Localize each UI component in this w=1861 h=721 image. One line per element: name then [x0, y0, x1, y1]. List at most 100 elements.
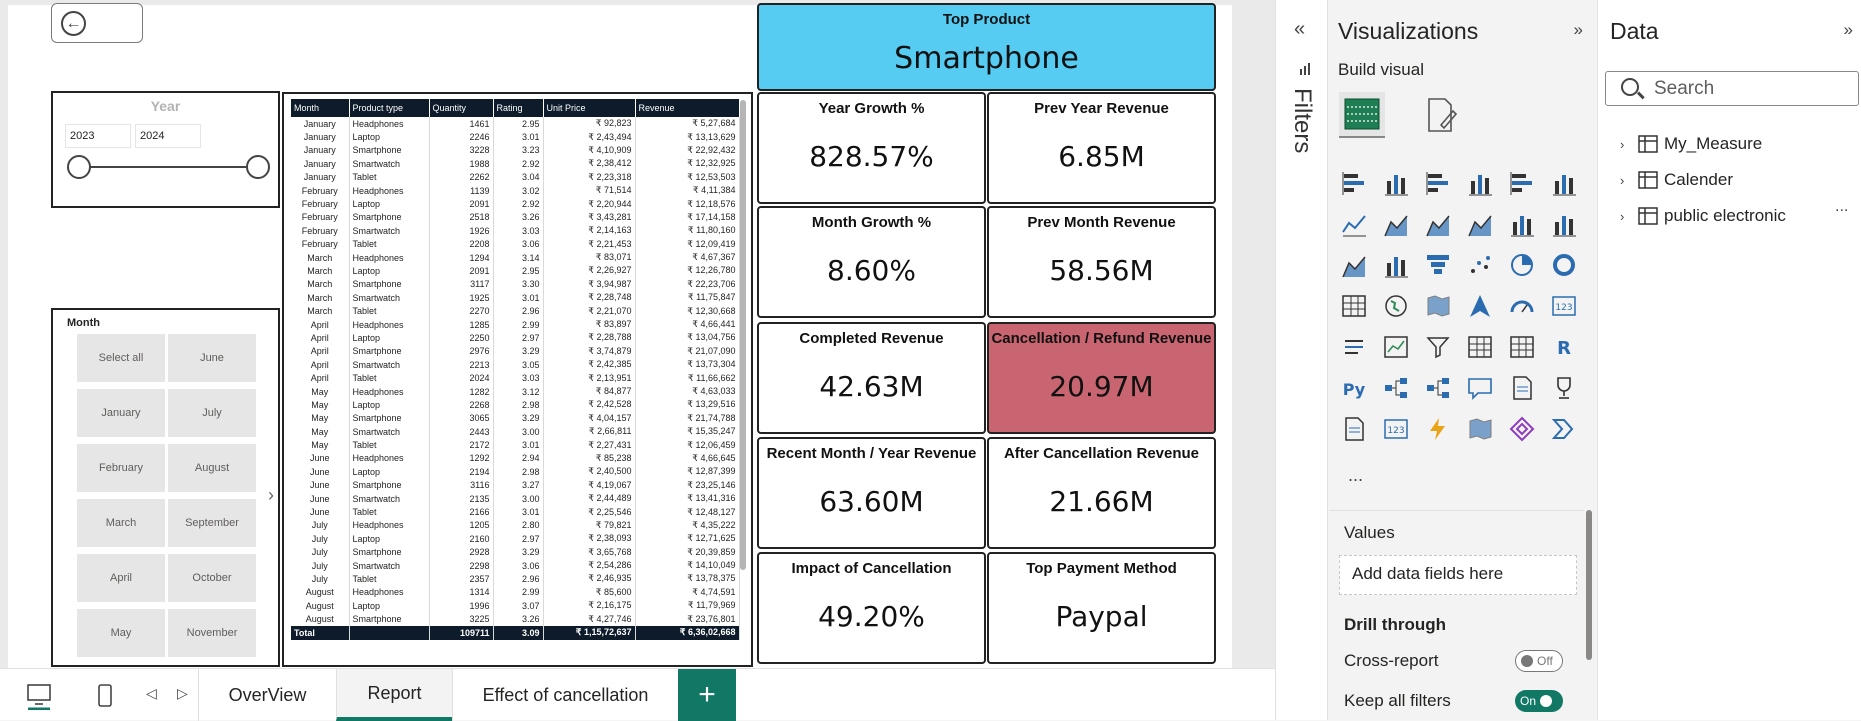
data-search-input[interactable]: Search — [1605, 71, 1859, 106]
table-row[interactable]: May Laptop 2268 2.98 ₹ 2,42,528 ₹ 13,29,516 — [291, 398, 740, 412]
visualizations-scrollbar[interactable] — [1586, 510, 1592, 660]
table-row[interactable]: January Laptop 2246 3.01 ₹ 2,43,494 ₹ 13,13,6… — [291, 130, 740, 144]
tree-item-my-measure[interactable]: › My_Measure — [1620, 126, 1786, 162]
prev-page-icon[interactable]: ◁ — [146, 685, 157, 701]
year-start-input[interactable]: 2023 — [65, 124, 131, 148]
month-option-august[interactable]: August — [168, 444, 256, 492]
metrics-icon[interactable] — [1549, 373, 1579, 403]
next-page-icon[interactable]: ▷ — [177, 685, 188, 701]
expand-data-icon[interactable]: » — [1843, 20, 1853, 39]
year-end-input[interactable]: 2024 — [135, 124, 201, 148]
mobile-layout-icon[interactable] — [96, 681, 114, 711]
table-row[interactable]: July Laptop 2160 2.97 ₹ 2,38,093 ₹ 12,71,625 — [291, 532, 740, 546]
table-row[interactable]: May Smartphone 3065 3.29 ₹ 4,04,157 ₹ 21,74,7… — [291, 411, 740, 425]
tree-item-calender[interactable]: › Calender — [1620, 162, 1786, 198]
100-stacked-bar-chart-icon[interactable] — [1507, 168, 1537, 198]
paginated-report-icon[interactable] — [1339, 414, 1369, 444]
table-row[interactable]: April Tablet 2024 3.03 ₹ 2,13,951 ₹ 11,66,662 — [291, 371, 740, 385]
month-option-november[interactable]: November — [168, 609, 256, 657]
python-visual-icon[interactable]: Py — [1339, 373, 1369, 403]
table-row[interactable]: February Smartphone 2518 3.26 ₹ 3,43,281 ₹ 17… — [291, 210, 740, 225]
table-row[interactable]: March Smartwatch 1925 3.01 ₹ 2,28,748 ₹ 11,75… — [291, 291, 740, 305]
table-row[interactable]: February Tablet 2208 3.06 ₹ 2,21,453 ₹ 12,09,… — [291, 237, 740, 251]
format-visual-tab[interactable] — [1418, 92, 1464, 138]
arcgis-map-icon[interactable] — [1465, 414, 1495, 444]
more-visuals-icon[interactable]: ... — [1348, 465, 1364, 485]
year-slider-end-handle[interactable] — [246, 155, 270, 179]
table-row[interactable]: May Smartwatch 2443 3.00 ₹ 2,66,811 ₹ 15,35,2… — [291, 424, 740, 439]
table-scrollbar[interactable] — [740, 100, 746, 570]
table-row[interactable]: August Smartphone 3225 3.26 ₹ 4,27,746 ₹ 23,7… — [291, 612, 740, 626]
table-row[interactable]: March Headphones 1294 3.14 ₹ 83,071 ₹ 4,67,36… — [291, 250, 740, 265]
kpi-icon[interactable] — [1381, 332, 1411, 362]
line-clustered-column-chart-icon[interactable] — [1549, 209, 1579, 239]
month-option-january[interactable]: January — [77, 389, 165, 437]
table-row[interactable]: January Smartwatch 1988 2.92 ₹ 2,38,412 ₹ 12,… — [291, 157, 740, 171]
table-row[interactable]: April Smartwatch 2213 3.05 ₹ 2,42,385 ₹ 13,73… — [291, 358, 740, 372]
stacked-area-chart-icon[interactable] — [1423, 209, 1453, 239]
slicer-icon[interactable] — [1423, 332, 1453, 362]
power-apps-icon[interactable]: 123 — [1381, 414, 1411, 444]
smart-narrative-icon[interactable] — [1507, 373, 1537, 403]
tab-overview[interactable]: OverView — [198, 669, 336, 721]
waterfall-chart-icon[interactable] — [1381, 250, 1411, 280]
year-slider-track[interactable] — [81, 166, 259, 168]
month-option-may[interactable]: May — [77, 609, 165, 657]
month-option-march[interactable]: March — [77, 499, 165, 547]
table-row[interactable]: July Headphones 1205 2.80 ₹ 79,821 ₹ 4,35,222 — [291, 518, 740, 533]
qa-icon[interactable] — [1465, 373, 1495, 403]
funnel-chart-icon[interactable] — [1423, 250, 1453, 280]
year-slicer[interactable]: Year 2023 2024 — [51, 91, 280, 208]
month-option-june[interactable]: June — [168, 334, 256, 382]
table-row[interactable]: March Tablet 2270 2.96 ₹ 2,21,070 ₹ 12,30,668 — [291, 304, 740, 318]
column-header-revenue[interactable]: Revenue — [635, 99, 740, 117]
table-icon[interactable] — [1465, 332, 1495, 362]
build-visual-tab[interactable] — [1339, 92, 1385, 138]
line-stacked-column-chart-icon[interactable] — [1507, 209, 1537, 239]
table-row[interactable]: January Headphones 1461 2.95 ₹ 92,823 ₹ 5,27,… — [291, 117, 740, 131]
table-row[interactable]: March Smartphone 3117 3.30 ₹ 3,94,987 ₹ 22,23… — [291, 277, 740, 292]
ribbon-chart-icon[interactable] — [1339, 250, 1369, 280]
tab-report[interactable]: Report — [336, 669, 452, 721]
table-row[interactable]: March Laptop 2091 2.95 ₹ 2,26,927 ₹ 12,26,780 — [291, 264, 740, 278]
filters-label[interactable]: Filters — [1289, 88, 1316, 154]
table-row[interactable]: April Laptop 2250 2.97 ₹ 2,28,788 ₹ 13,04,756 — [291, 331, 740, 345]
clustered-bar-chart-icon[interactable] — [1423, 168, 1453, 198]
table-row[interactable]: July Smartwatch 2298 3.06 ₹ 2,54,286 ₹ 14,10,… — [291, 558, 740, 573]
back-button[interactable]: ← — [51, 3, 143, 43]
table-row[interactable]: April Headphones 1285 2.99 ₹ 83,897 ₹ 4,66,44… — [291, 317, 740, 332]
get-more-visuals-icon[interactable] — [1507, 414, 1537, 444]
more-options-icon[interactable]: ... — [1835, 198, 1849, 215]
table-row[interactable]: February Smartwatch 1926 3.03 ₹ 2,14,163 ₹ 11… — [291, 224, 740, 238]
chevron-right-icon[interactable]: › — [1620, 208, 1625, 224]
tab-effect-of-cancellation[interactable]: Effect of cancellation — [452, 669, 678, 721]
r-visual-icon[interactable]: R — [1549, 332, 1579, 362]
card-icon[interactable]: 123 — [1549, 291, 1579, 321]
table-row[interactable]: August Laptop 1996 3.07 ₹ 2,16,175 ₹ 11,79,96… — [291, 599, 740, 613]
stacked-bar-chart-icon[interactable] — [1339, 168, 1369, 198]
table-row[interactable]: April Smartphone 2976 3.29 ₹ 3,74,879 ₹ 21,07… — [291, 344, 740, 359]
area-chart-icon[interactable] — [1381, 209, 1411, 239]
table-row[interactable]: February Headphones 1139 3.02 ₹ 71,514 ₹ 4,11… — [291, 183, 740, 198]
table-row[interactable]: June Laptop 2194 2.98 ₹ 2,40,500 ₹ 12,87,399 — [291, 465, 740, 479]
filled-map-icon[interactable] — [1423, 291, 1453, 321]
table-row[interactable]: July Smartphone 2928 3.29 ₹ 3,65,768 ₹ 20,39,… — [291, 545, 740, 559]
clustered-column-chart-icon[interactable] — [1465, 168, 1495, 198]
table-row[interactable]: May Tablet 2172 3.01 ₹ 2,27,431 ₹ 12,06,459 — [291, 438, 740, 452]
add-page-button[interactable]: + — [678, 669, 736, 721]
table-row[interactable]: January Tablet 2262 3.04 ₹ 2,23,318 ₹ 12,53,5… — [291, 170, 740, 184]
map-icon[interactable] — [1381, 291, 1411, 321]
filters-pane[interactable]: « Filters — [1275, 0, 1327, 720]
tree-item-public-electronic[interactable]: › public electronic — [1620, 198, 1786, 234]
table-row[interactable]: August Headphones 1314 2.99 ₹ 85,600 ₹ 4,74,5… — [291, 585, 740, 600]
100-stacked-column-chart-icon[interactable] — [1549, 168, 1579, 198]
gauge-icon[interactable] — [1507, 291, 1537, 321]
line-chart-icon[interactable] — [1339, 209, 1369, 239]
month-option-select-all[interactable]: Select all — [77, 334, 165, 382]
matrix-icon[interactable] — [1507, 332, 1537, 362]
month-option-october[interactable]: October — [168, 554, 256, 602]
table-row[interactable]: June Smartphone 3116 3.27 ₹ 4,19,067 ₹ 23,25,… — [291, 478, 740, 492]
table-row[interactable]: January Smartphone 3228 3.23 ₹ 4,10,909 ₹ 22,… — [291, 143, 740, 158]
column-header-rating[interactable]: Rating — [493, 99, 544, 117]
month-option-september[interactable]: September — [168, 499, 256, 547]
